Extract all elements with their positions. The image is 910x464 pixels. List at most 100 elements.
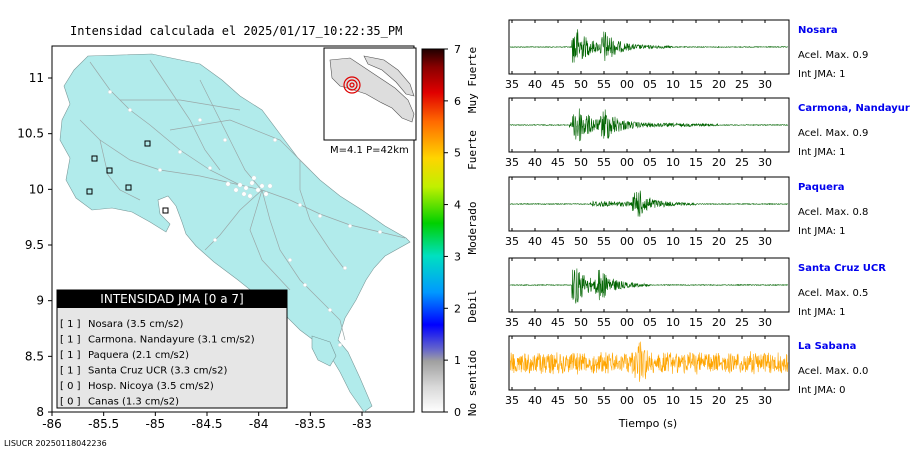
waveform-tick-label: 15	[689, 316, 703, 329]
waveform-tick-label: 05	[643, 394, 657, 407]
colorbar-label: Muy Fuerte	[466, 47, 479, 113]
waveform-tick-label: 40	[528, 78, 542, 91]
waveform-tick-label: 05	[643, 235, 657, 248]
waveform-tick-label: 20	[712, 156, 726, 169]
colorbar-tick-label: 5	[454, 147, 461, 160]
map-y-tick-label: 10	[29, 182, 44, 196]
colorbar-gradient	[421, 48, 445, 413]
inset-magnitude-depth: M=4.1 P=42km	[330, 145, 409, 156]
map-y-tick-label: 8.5	[25, 349, 44, 363]
waveform-tick-label: 40	[528, 156, 542, 169]
waveform-tick-label: 40	[528, 394, 542, 407]
waveform-tick-label: 45	[551, 316, 565, 329]
station-jma-intensity: Int JMA: 0	[798, 385, 846, 396]
map-x-tick-label: -86	[42, 417, 62, 431]
waveform-tick-label: 30	[758, 316, 772, 329]
station-peak-accel: Acel. Max. 0.9	[798, 128, 868, 139]
waveform-tick-label: 10	[666, 316, 680, 329]
waveform-tick-label: 45	[551, 235, 565, 248]
waveform-tick-label: 25	[735, 316, 749, 329]
waveform-tick-label: 20	[712, 394, 726, 407]
waveform-tick-label: 25	[735, 394, 749, 407]
waveform-tick-label: 20	[712, 316, 726, 329]
map-x-tick-label: -84.5	[191, 417, 222, 431]
waveform-tick-label: 55	[597, 78, 611, 91]
legend-item-code: [ 1 ]	[60, 350, 81, 361]
waveform-tick-label: 35	[505, 394, 519, 407]
waveform-tick-label: 30	[758, 235, 772, 248]
waveform-tick-label: 10	[666, 156, 680, 169]
colorbar-tick-label: 0	[454, 406, 461, 419]
station-name: Santa Cruz UCR	[798, 263, 886, 274]
waveform-trace	[509, 190, 788, 217]
legend-item-code: [ 1 ]	[60, 319, 81, 330]
waveform-tick-label: 35	[505, 156, 519, 169]
waveform-tick-label: 50	[574, 394, 588, 407]
station-name: Nosara	[798, 25, 838, 36]
waveform-panel: 35 40 45 50 55 00 05 10 15 20 25 30 La Sabana Acel. M…	[505, 335, 868, 407]
station-name: La Sabana	[798, 341, 856, 352]
legend-title: INTENSIDAD JMA [0 a 7]	[100, 292, 243, 306]
waveform-panel: 35 40 45 50 55 00 05 10 15 20 25 30 Paquera Acel. Max…	[505, 176, 868, 248]
station-markers	[86, 140, 169, 214]
footer-id: LISUCR 20250118042236	[4, 439, 107, 448]
legend-item-text: Nosara (3.5 cm/s2)	[88, 319, 184, 330]
station-jma-intensity: Int JMA: 1	[798, 69, 846, 80]
colorbar-tick-label: 7	[454, 43, 461, 56]
waveform-tick-label: 00	[620, 394, 634, 407]
colorbar-tick-label: 6	[454, 95, 461, 108]
road-network	[79, 59, 406, 341]
waveform-tick-label: 55	[597, 394, 611, 407]
map-y-tick-label: 11	[29, 71, 44, 85]
waveform-tick-label: 15	[689, 156, 703, 169]
waveform-tick-label: 55	[597, 235, 611, 248]
waveform-tick-label: 00	[620, 156, 634, 169]
waveform-trace	[509, 341, 789, 382]
station-jma-intensity: Int JMA: 1	[798, 147, 846, 158]
waveform-tick-label: 10	[666, 394, 680, 407]
intensity-legend: INTENSIDAD JMA [0 a 7] [ 1 ] Nosara (3.5 …	[56, 289, 288, 409]
waveform-tick-label: 05	[643, 78, 657, 91]
waveform-tick-label: 50	[574, 235, 588, 248]
map-x-tick-label: -83.5	[295, 417, 326, 431]
waveform-tick-label: 45	[551, 78, 565, 91]
waveform-tick-label: 30	[758, 394, 772, 407]
station-name: Carmona, Nandayure	[798, 103, 910, 114]
colorbar-label: Fuerte	[466, 130, 479, 170]
waveform-tick-label: 50	[574, 78, 588, 91]
osa-peninsula	[311, 335, 337, 367]
waveform-tick-label: 35	[505, 316, 519, 329]
waveform-tick-label: 40	[528, 235, 542, 248]
waveform-tick-label: 05	[643, 156, 657, 169]
waveform-trace	[509, 29, 788, 63]
x-axis-label: Tiempo (s)	[618, 417, 677, 430]
waveform-panel: 35 40 45 50 55 00 05 10 15 20 25 30 Carmona, Nandayu…	[505, 97, 910, 169]
map-x-tick-label: -84	[249, 417, 269, 431]
colorbar-tick-label: 3	[454, 250, 461, 263]
colorbar-tick-label: 2	[454, 302, 461, 315]
legend-item-text: Carmona. Nandayure (3.1 cm/s2)	[88, 335, 255, 346]
intensity-colorbar: 0 1 2 3 4 5 6 7 No sentido Debil Moderado Fuerte Mu…	[421, 43, 479, 419]
waveform-tick-label: 30	[758, 78, 772, 91]
colorbar-label: Moderado	[466, 202, 479, 255]
colorbar-ticks: 0 1 2 3 4 5 6 7	[444, 43, 461, 419]
station-peak-accel: Acel. Max. 0.9	[798, 50, 868, 61]
town-markers	[107, 89, 383, 348]
station-peak-accel: Acel. Max. 0.8	[798, 207, 868, 218]
waveform-tick-label: 45	[551, 156, 565, 169]
station-name: Paquera	[798, 182, 845, 193]
colorbar-label: No sentido	[466, 350, 479, 416]
station-peak-accel: Acel. Max. 0.0	[798, 366, 868, 377]
map-y-tick-label: 8	[36, 405, 44, 419]
waveform-tick-label: 50	[574, 156, 588, 169]
map-y-axis: 11 10.5 10 9.5 9 8.5 8	[17, 71, 52, 419]
waveform-tick-label: 30	[758, 156, 772, 169]
colorbar-tick-label: 1	[454, 354, 461, 367]
location-inset	[323, 47, 417, 141]
waveform-tick-label: 45	[551, 394, 565, 407]
waveform-tick-label: 55	[597, 156, 611, 169]
map-x-tick-label: -85	[146, 417, 166, 431]
epicenter-icon	[343, 76, 361, 94]
legend-item-text: Canas (1.3 cm/s2)	[88, 397, 179, 408]
